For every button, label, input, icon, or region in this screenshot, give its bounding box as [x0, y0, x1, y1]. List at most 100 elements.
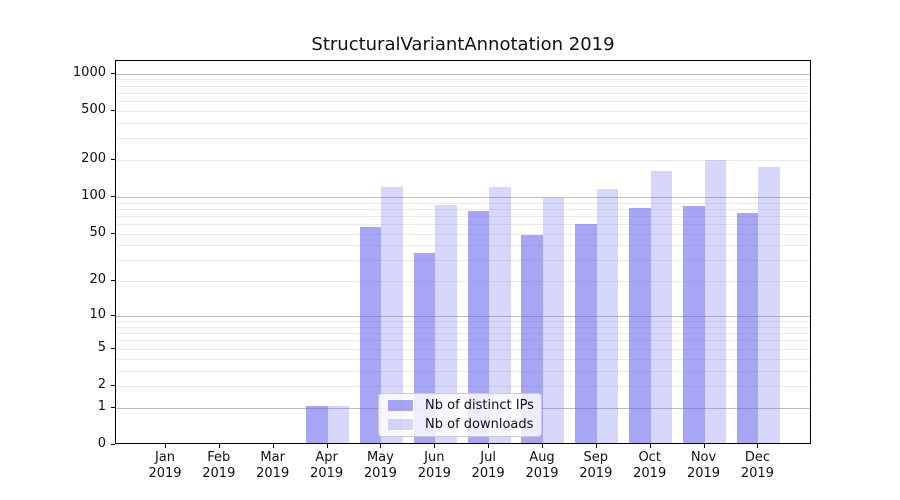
y-tick-label: 100: [81, 187, 106, 203]
minor-gridline: [116, 202, 810, 204]
x-tick-label-aug: Aug 2019: [512, 450, 572, 482]
y-tick-label: 50: [89, 224, 106, 240]
bar-nb-of-downloads-jun: [435, 204, 457, 443]
bar-nb-of-distinct-ips-nov: [683, 206, 705, 443]
x-tick-year: 2019: [202, 466, 236, 481]
bar-nb-of-downloads-sep: [596, 188, 619, 443]
x-tick-label-dec: Dec 2019: [727, 450, 787, 482]
minor-gridline: [116, 333, 810, 335]
y-tick-mark: [111, 444, 115, 445]
minor-gridline: [116, 159, 810, 161]
minor-gridline: [116, 122, 810, 124]
bar-nb-of-downloads-dec: [758, 167, 780, 443]
x-tick-year: 2019: [363, 466, 397, 481]
major-gridline: [116, 316, 810, 318]
y-tick-label: 10: [89, 307, 106, 323]
bar-nb-of-distinct-ips-may: [359, 226, 382, 443]
minor-gridline: [116, 326, 810, 328]
x-tick-mark: [595, 444, 597, 448]
major-gridline: [116, 196, 810, 198]
x-tick-mark: [380, 444, 382, 448]
y-tick-mark: [111, 232, 115, 234]
y-tick-mark: [111, 109, 115, 111]
legend-entry-distinct-ips: Nb of distinct IPs: [388, 398, 534, 413]
minor-gridline: [116, 281, 810, 283]
legend-swatch-downloads: [388, 419, 413, 430]
bar-nb-of-downloads-apr: [327, 405, 350, 443]
x-tick-mark: [434, 444, 436, 448]
minor-gridline: [116, 208, 810, 210]
y-tick-label: 500: [81, 101, 106, 117]
y-tick-mark: [111, 347, 115, 349]
x-tick-label-jan: Jan 2019: [135, 450, 195, 482]
y-tick-label: 200: [81, 150, 106, 166]
minor-gridline: [116, 92, 810, 94]
minor-gridline: [116, 233, 810, 235]
y-tick-label: 1000: [72, 64, 106, 80]
x-tick-year: 2019: [471, 466, 505, 481]
x-tick-label-nov: Nov 2019: [674, 450, 734, 482]
y-tick-label: 1: [97, 398, 106, 414]
x-tick-mark: [488, 444, 490, 448]
y-tick-label: 5: [97, 339, 106, 355]
x-tick-mark: [703, 444, 705, 448]
x-tick-year: 2019: [633, 466, 667, 481]
x-tick-mark: [272, 444, 274, 448]
legend-label-distinct-ips: Nb of distinct IPs: [425, 398, 534, 413]
x-tick-year: 2019: [740, 466, 774, 481]
x-tick-year: 2019: [148, 466, 182, 481]
y-tick-label: 20: [89, 272, 106, 288]
y-tick-mark: [111, 72, 115, 74]
y-tick-mark: [111, 406, 115, 408]
bar-nb-of-downloads-may: [381, 187, 403, 443]
minor-gridline: [116, 215, 810, 217]
minor-gridline: [116, 358, 810, 360]
x-tick-year: 2019: [686, 466, 721, 481]
legend-entry-downloads: Nb of downloads: [388, 417, 534, 432]
x-tick-label-mar: Mar 2019: [243, 450, 303, 482]
y-tick-mark: [111, 315, 115, 317]
minor-gridline: [116, 101, 810, 102]
y-tick-mark: [111, 195, 115, 197]
legend-swatch-distinct-ips: [388, 400, 413, 411]
x-tick-mark: [542, 444, 543, 448]
minor-gridline: [116, 110, 810, 112]
chart-title: StructuralVariantAnnotation 2019: [311, 34, 615, 55]
minor-gridline: [116, 79, 810, 81]
legend-label-downloads: Nb of downloads: [425, 417, 534, 432]
legend: Nb of distinct IPs Nb of downloads: [378, 393, 542, 437]
x-tick-label-jun: Jun 2019: [404, 450, 464, 482]
major-gridline: [116, 73, 810, 75]
x-tick-label-apr: Apr 2019: [297, 450, 357, 482]
y-tick-label: 0: [97, 436, 106, 451]
bar-nb-of-downloads-nov: [704, 159, 726, 443]
x-tick-year: 2019: [256, 466, 290, 481]
y-tick-label: 2: [97, 376, 106, 392]
bar-nb-of-downloads-aug: [542, 198, 565, 443]
x-tick-mark: [649, 444, 651, 448]
bar-nb-of-distinct-ips-apr: [306, 405, 328, 443]
x-tick-mark: [757, 444, 759, 448]
minor-gridline: [116, 138, 810, 140]
minor-gridline: [116, 348, 810, 350]
plot-area: [115, 60, 811, 444]
minor-gridline: [116, 340, 810, 342]
y-tick-mark: [111, 158, 115, 160]
bar-nb-of-distinct-ips-aug: [521, 234, 543, 443]
minor-gridline: [116, 260, 810, 262]
y-tick-mark: [111, 280, 115, 282]
x-tick-label-may: May 2019: [350, 450, 410, 482]
x-tick-label-oct: Oct 2019: [620, 450, 680, 482]
minor-gridline: [116, 85, 810, 87]
minor-gridline: [116, 321, 810, 323]
bar-nb-of-distinct-ips-jul: [467, 210, 490, 443]
bar-nb-of-downloads-jul: [489, 186, 511, 443]
x-tick-label-sep: Sep 2019: [566, 450, 626, 482]
x-tick-year: 2019: [579, 466, 613, 481]
minor-gridline: [116, 224, 810, 225]
x-tick-mark: [165, 444, 166, 448]
x-tick-year: 2019: [417, 466, 451, 481]
y-tick-mark: [111, 384, 115, 386]
minor-gridline: [116, 370, 810, 372]
